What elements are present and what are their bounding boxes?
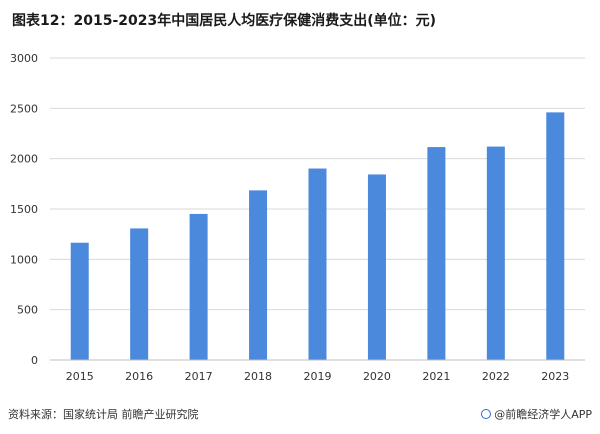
x-tick-label: 2016 bbox=[125, 370, 153, 383]
y-tick-label: 1000 bbox=[10, 253, 38, 266]
x-tick-label: 2018 bbox=[244, 370, 272, 383]
x-tick-label: 2019 bbox=[304, 370, 332, 383]
y-tick-label: 500 bbox=[17, 304, 38, 317]
bar-2015 bbox=[70, 242, 89, 360]
y-axis-tick-labels: 0 500 1000 1500 2000 2500 3000 bbox=[10, 52, 38, 367]
y-tick-label: 2500 bbox=[10, 102, 38, 115]
y-tick-label: 0 bbox=[31, 354, 38, 367]
x-tick-label: 2021 bbox=[422, 370, 450, 383]
y-tick-label: 2000 bbox=[10, 153, 38, 166]
bars bbox=[70, 112, 565, 360]
bar-2017 bbox=[189, 213, 208, 360]
bar-2022 bbox=[486, 146, 505, 360]
brand-logo-icon bbox=[481, 409, 492, 419]
bar-2019 bbox=[308, 168, 327, 360]
x-axis-tick-labels: 2015 2016 2017 2018 2019 2020 2021 2022 2023 bbox=[66, 370, 570, 383]
brand-credit: @前瞻经济学人APP bbox=[481, 406, 592, 422]
x-tick-label: 2020 bbox=[363, 370, 391, 383]
y-tick-label: 3000 bbox=[10, 52, 38, 65]
x-tick-label: 2023 bbox=[541, 370, 569, 383]
bar-2021 bbox=[427, 147, 446, 360]
x-tick-label: 2022 bbox=[482, 370, 510, 383]
x-tick-label: 2015 bbox=[66, 370, 94, 383]
bar-2020 bbox=[367, 174, 386, 360]
chart-title: 图表12：2015-2023年中国居民人均医疗保健消费支出(单位：元) bbox=[12, 13, 437, 29]
source-note: 资料来源：国家统计局 前瞻产业研究院 bbox=[8, 408, 199, 421]
bar-2018 bbox=[249, 190, 268, 360]
bar-2016 bbox=[130, 228, 149, 360]
brand-credit-text: @前瞻经济学人APP bbox=[494, 408, 592, 421]
x-tick-label: 2017 bbox=[185, 370, 213, 383]
bar-2023 bbox=[546, 112, 565, 360]
y-tick-label: 1500 bbox=[10, 203, 38, 216]
